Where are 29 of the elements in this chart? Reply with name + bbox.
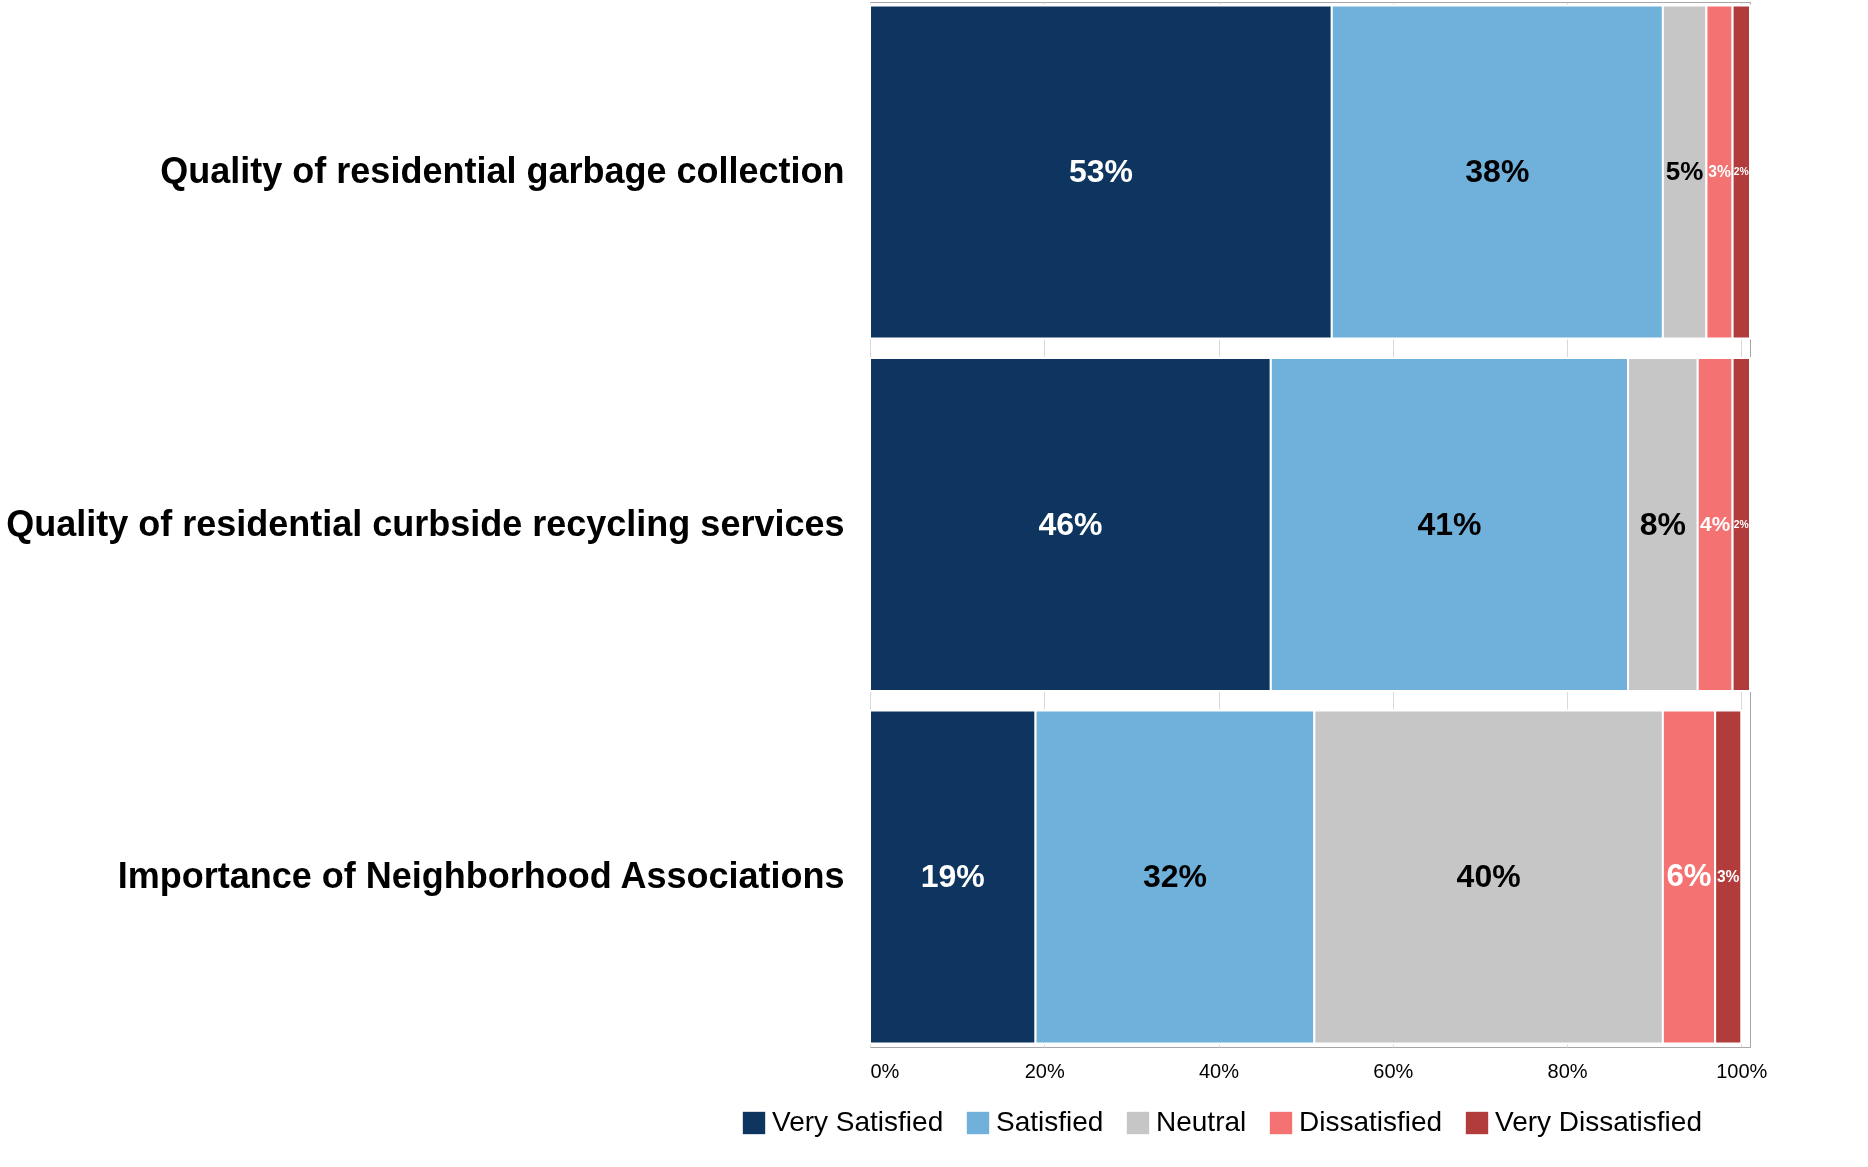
data-label: 3% <box>1708 163 1731 181</box>
data-label: 46% <box>1038 505 1103 542</box>
x-tick-label: 40% <box>1199 1059 1240 1082</box>
data-label: 3% <box>1716 867 1740 885</box>
data-label: 6% <box>1666 857 1712 893</box>
x-tick-label: 80% <box>1547 1059 1588 1082</box>
data-label: 4% <box>1700 511 1731 535</box>
y-tick-label: Quality of residential curbside recycling services <box>6 502 845 544</box>
data-label: 8% <box>1639 505 1686 542</box>
data-label: 40% <box>1456 857 1521 894</box>
x-tick-label: 0% <box>870 1059 900 1082</box>
data-label: 38% <box>1465 153 1530 190</box>
y-tick-label: Importance of Neighborhood Associations <box>117 854 845 896</box>
data-label: 5% <box>1665 156 1704 187</box>
data-label: 32% <box>1142 857 1207 894</box>
data-label: 53% <box>1068 153 1133 190</box>
x-tick-label: 20% <box>1024 1059 1065 1082</box>
legend-label: Dissatisfied <box>1299 1106 1443 1137</box>
data-label: 41% <box>1417 505 1482 542</box>
data-label: 2% <box>1733 518 1749 530</box>
x-tick-label: 60% <box>1373 1059 1414 1082</box>
legend-label: Neutral <box>1156 1106 1247 1137</box>
x-tick-label: 100% <box>1716 1059 1768 1082</box>
text: Very Satisfied <box>772 1106 944 1137</box>
legend-label: Very Dissatisfied <box>1495 1106 1702 1137</box>
legend-label: Satisfied <box>996 1106 1104 1137</box>
data-label: 19% <box>920 857 985 894</box>
y-tick-label: Quality of residential garbage collection <box>160 150 845 192</box>
data-label: 2% <box>1733 166 1749 178</box>
